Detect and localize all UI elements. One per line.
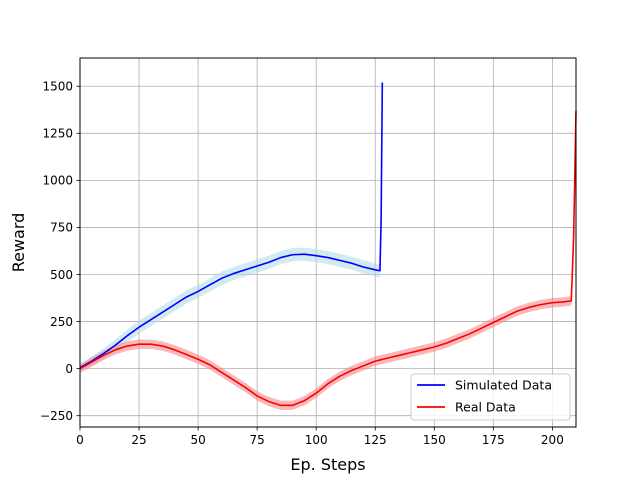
- legend-box: [410, 373, 571, 421]
- y-tick-label: 750: [50, 221, 73, 235]
- x-tick-label: 100: [305, 433, 328, 447]
- axis-ticks: 0 25 50 75 100 125 150 175 200−25002505007501000…: [40, 80, 564, 447]
- x-tick-label: 0: [76, 433, 84, 447]
- y-tick-label: 500: [50, 268, 73, 282]
- x-axis-label: Ep. Steps: [290, 455, 365, 474]
- x-tick-label: 200: [541, 433, 564, 447]
- y-tick-label: 250: [50, 315, 73, 329]
- x-tick-label: 75: [250, 433, 265, 447]
- legend: Simulated Data Real Data: [410, 373, 571, 421]
- x-tick-label: 175: [482, 433, 505, 447]
- y-tick-label: 1250: [42, 127, 73, 141]
- legend-label-simulated: Simulated Data: [455, 378, 552, 393]
- series-line-0: [79, 82, 384, 369]
- plot-frame: [79, 57, 577, 428]
- y-tick-label: 1000: [42, 174, 73, 188]
- series-line-1: [79, 110, 577, 407]
- series-lines: [79, 82, 577, 407]
- x-tick-label: 150: [423, 433, 446, 447]
- y-tick-label: 1500: [42, 80, 73, 94]
- y-axis-label: Reward: [9, 213, 28, 273]
- x-tick-label: 125: [364, 433, 387, 447]
- x-tick-label: 50: [190, 433, 205, 447]
- x-tick-label: 25: [131, 433, 146, 447]
- legend-label-real: Real Data: [455, 400, 516, 415]
- y-tick-label: −250: [40, 409, 73, 423]
- y-tick-label: 0: [65, 362, 73, 376]
